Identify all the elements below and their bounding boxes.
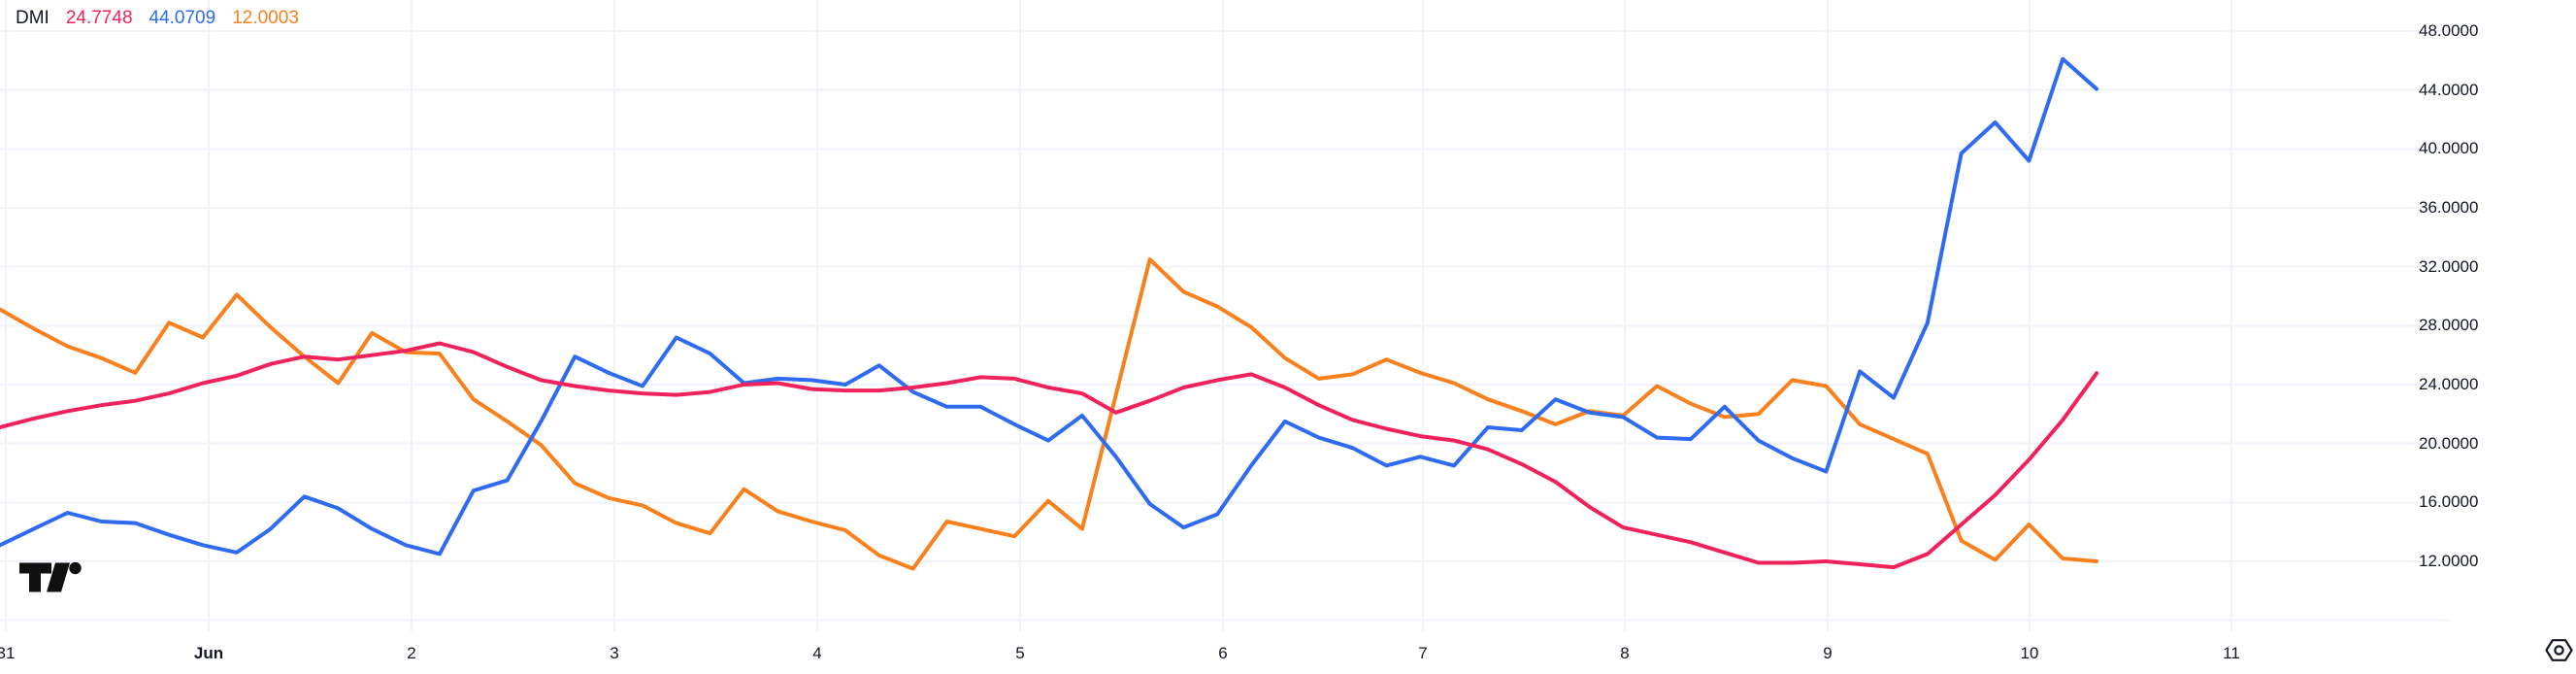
time-scale-label: 10 (2020, 644, 2039, 662)
price-scale-label: 20.0000 (2419, 433, 2479, 453)
time-scale-label: Jun (193, 644, 224, 662)
tradingview-logo-icon[interactable] (19, 562, 82, 592)
time-scale-label: 9 (1823, 644, 1833, 662)
time-scale-label: 7 (1418, 644, 1428, 662)
price-scale-label: 32.0000 (2419, 256, 2479, 276)
time-scale-label: 6 (1218, 644, 1228, 662)
price-scale-label: 40.0000 (2419, 139, 2479, 158)
time-scale-label: 3 (610, 644, 619, 662)
time-scale-label: 31 (0, 644, 16, 662)
time-scale-label: 11 (2223, 644, 2240, 662)
price-scale-label: 12.0000 (2419, 552, 2479, 570)
time-scale-label: 2 (407, 644, 416, 662)
time-scale-label: 5 (1015, 644, 1025, 662)
time-scale-label: 4 (812, 644, 822, 662)
price-scale-label: 24.0000 (2419, 375, 2479, 393)
price-scale-label: 44.0000 (2419, 80, 2479, 99)
minus-di-value: 12.0003 (232, 8, 299, 28)
price-scale-label: 36.0000 (2419, 198, 2479, 217)
plus-di-value: 44.0709 (149, 8, 216, 28)
adx-value: 24.7748 (65, 8, 133, 28)
time-scale-label: 8 (1620, 644, 1630, 662)
indicator-name[interactable]: DMI (16, 8, 50, 28)
price-scale-label: 28.0000 (2419, 316, 2479, 335)
indicator-legend: DMI 24.7748 44.0709 12.0003 (16, 7, 299, 30)
price-scale-label: 48.0000 (2419, 21, 2479, 40)
eye-hexagon-icon[interactable] (2543, 634, 2575, 666)
price-scale-label: 16.0000 (2419, 492, 2479, 512)
